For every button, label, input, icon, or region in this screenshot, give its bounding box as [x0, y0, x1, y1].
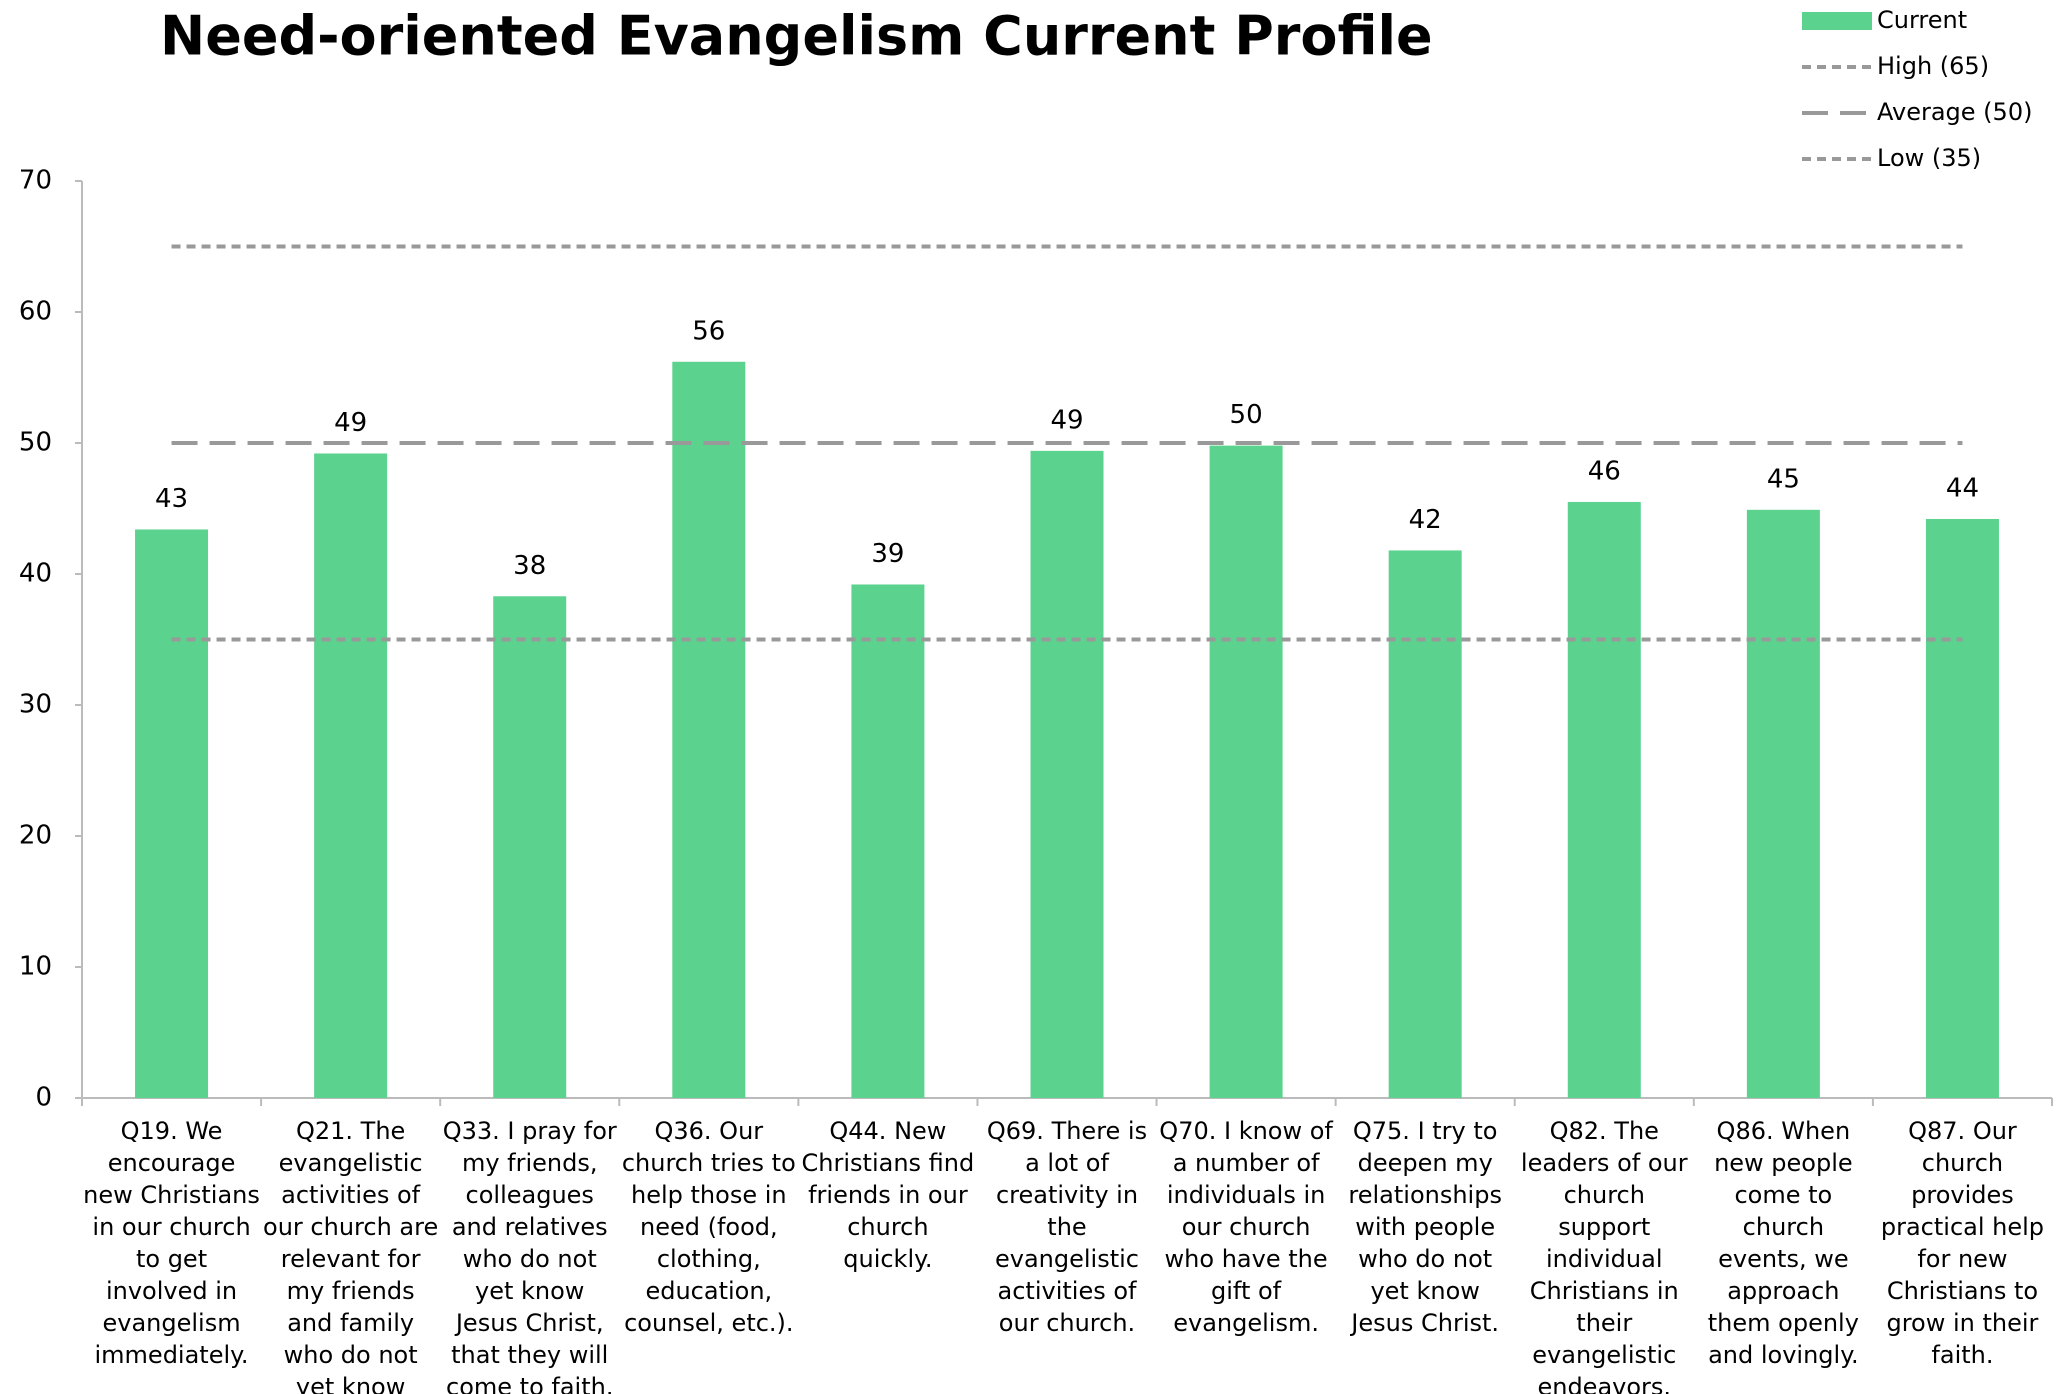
legend-swatch: [1802, 12, 1872, 30]
x-tick-label: Q87. Our church provides practical help for …: [1881, 1117, 2044, 1369]
chart-title: Need-oriented Evangelism Current Profile: [160, 5, 1433, 68]
legend-label: Current: [1877, 6, 1967, 34]
bar: [1030, 450, 1104, 1098]
data-label: 49: [334, 408, 367, 438]
x-tick-label: Q69. There is a lot of creativity in the eva…: [987, 1117, 1147, 1337]
data-label: 46: [1588, 456, 1621, 486]
x-tick-label: Q19. We encourage new Christians in our chu…: [83, 1117, 260, 1369]
x-tick-label: Q70. I know of a number of individuals in o…: [1159, 1117, 1333, 1337]
bar: [135, 529, 209, 1098]
y-tick-label: 40: [19, 559, 52, 589]
x-tick-label: Q82. The leaders of our church support indiv…: [1521, 1117, 1688, 1394]
x-tick-label: Q75. I try to deepen my relationships with …: [1348, 1117, 1502, 1337]
bar: [493, 596, 567, 1098]
data-label: 44: [1946, 473, 1979, 503]
data-label: 49: [1050, 405, 1083, 435]
bar: [672, 361, 746, 1098]
data-label: 39: [871, 539, 904, 569]
bar: [1209, 445, 1283, 1098]
data-label: 43: [155, 484, 188, 514]
x-tick-label: Q36. Our church tries to help those in need…: [622, 1117, 796, 1337]
y-tick-label: 60: [19, 297, 52, 327]
bar: [314, 453, 388, 1099]
y-tick-label: 70: [19, 166, 52, 196]
y-tick-label: 30: [19, 690, 52, 720]
y-tick-label: 20: [19, 821, 52, 851]
data-label: 38: [513, 551, 546, 581]
data-label: 45: [1767, 464, 1800, 494]
bar: [1746, 509, 1820, 1098]
bar: [851, 584, 925, 1098]
y-tick-label: 10: [19, 952, 52, 982]
bar: [1388, 550, 1462, 1098]
y-tick-label: 0: [35, 1083, 52, 1113]
data-label: 42: [1409, 505, 1442, 535]
x-tick-label: Q86. When new people come to church events, …: [1708, 1117, 1859, 1369]
bar: [1925, 518, 1999, 1098]
legend-label: High (65): [1877, 52, 1989, 80]
y-tick-label: 50: [19, 428, 52, 458]
data-label: 56: [692, 316, 725, 346]
bar: [1567, 501, 1641, 1098]
data-label: 50: [1230, 400, 1263, 430]
x-tick-label: Q33. I pray for my friends, colleagues and …: [443, 1117, 617, 1394]
legend-label: Average (50): [1877, 98, 2032, 126]
legend-label: Low (35): [1877, 144, 1981, 172]
x-tick-label: Q44. New Christians find friends in our chu…: [802, 1117, 975, 1273]
x-tick-label: Q21. The evangelistic activities of our chu…: [263, 1117, 438, 1394]
